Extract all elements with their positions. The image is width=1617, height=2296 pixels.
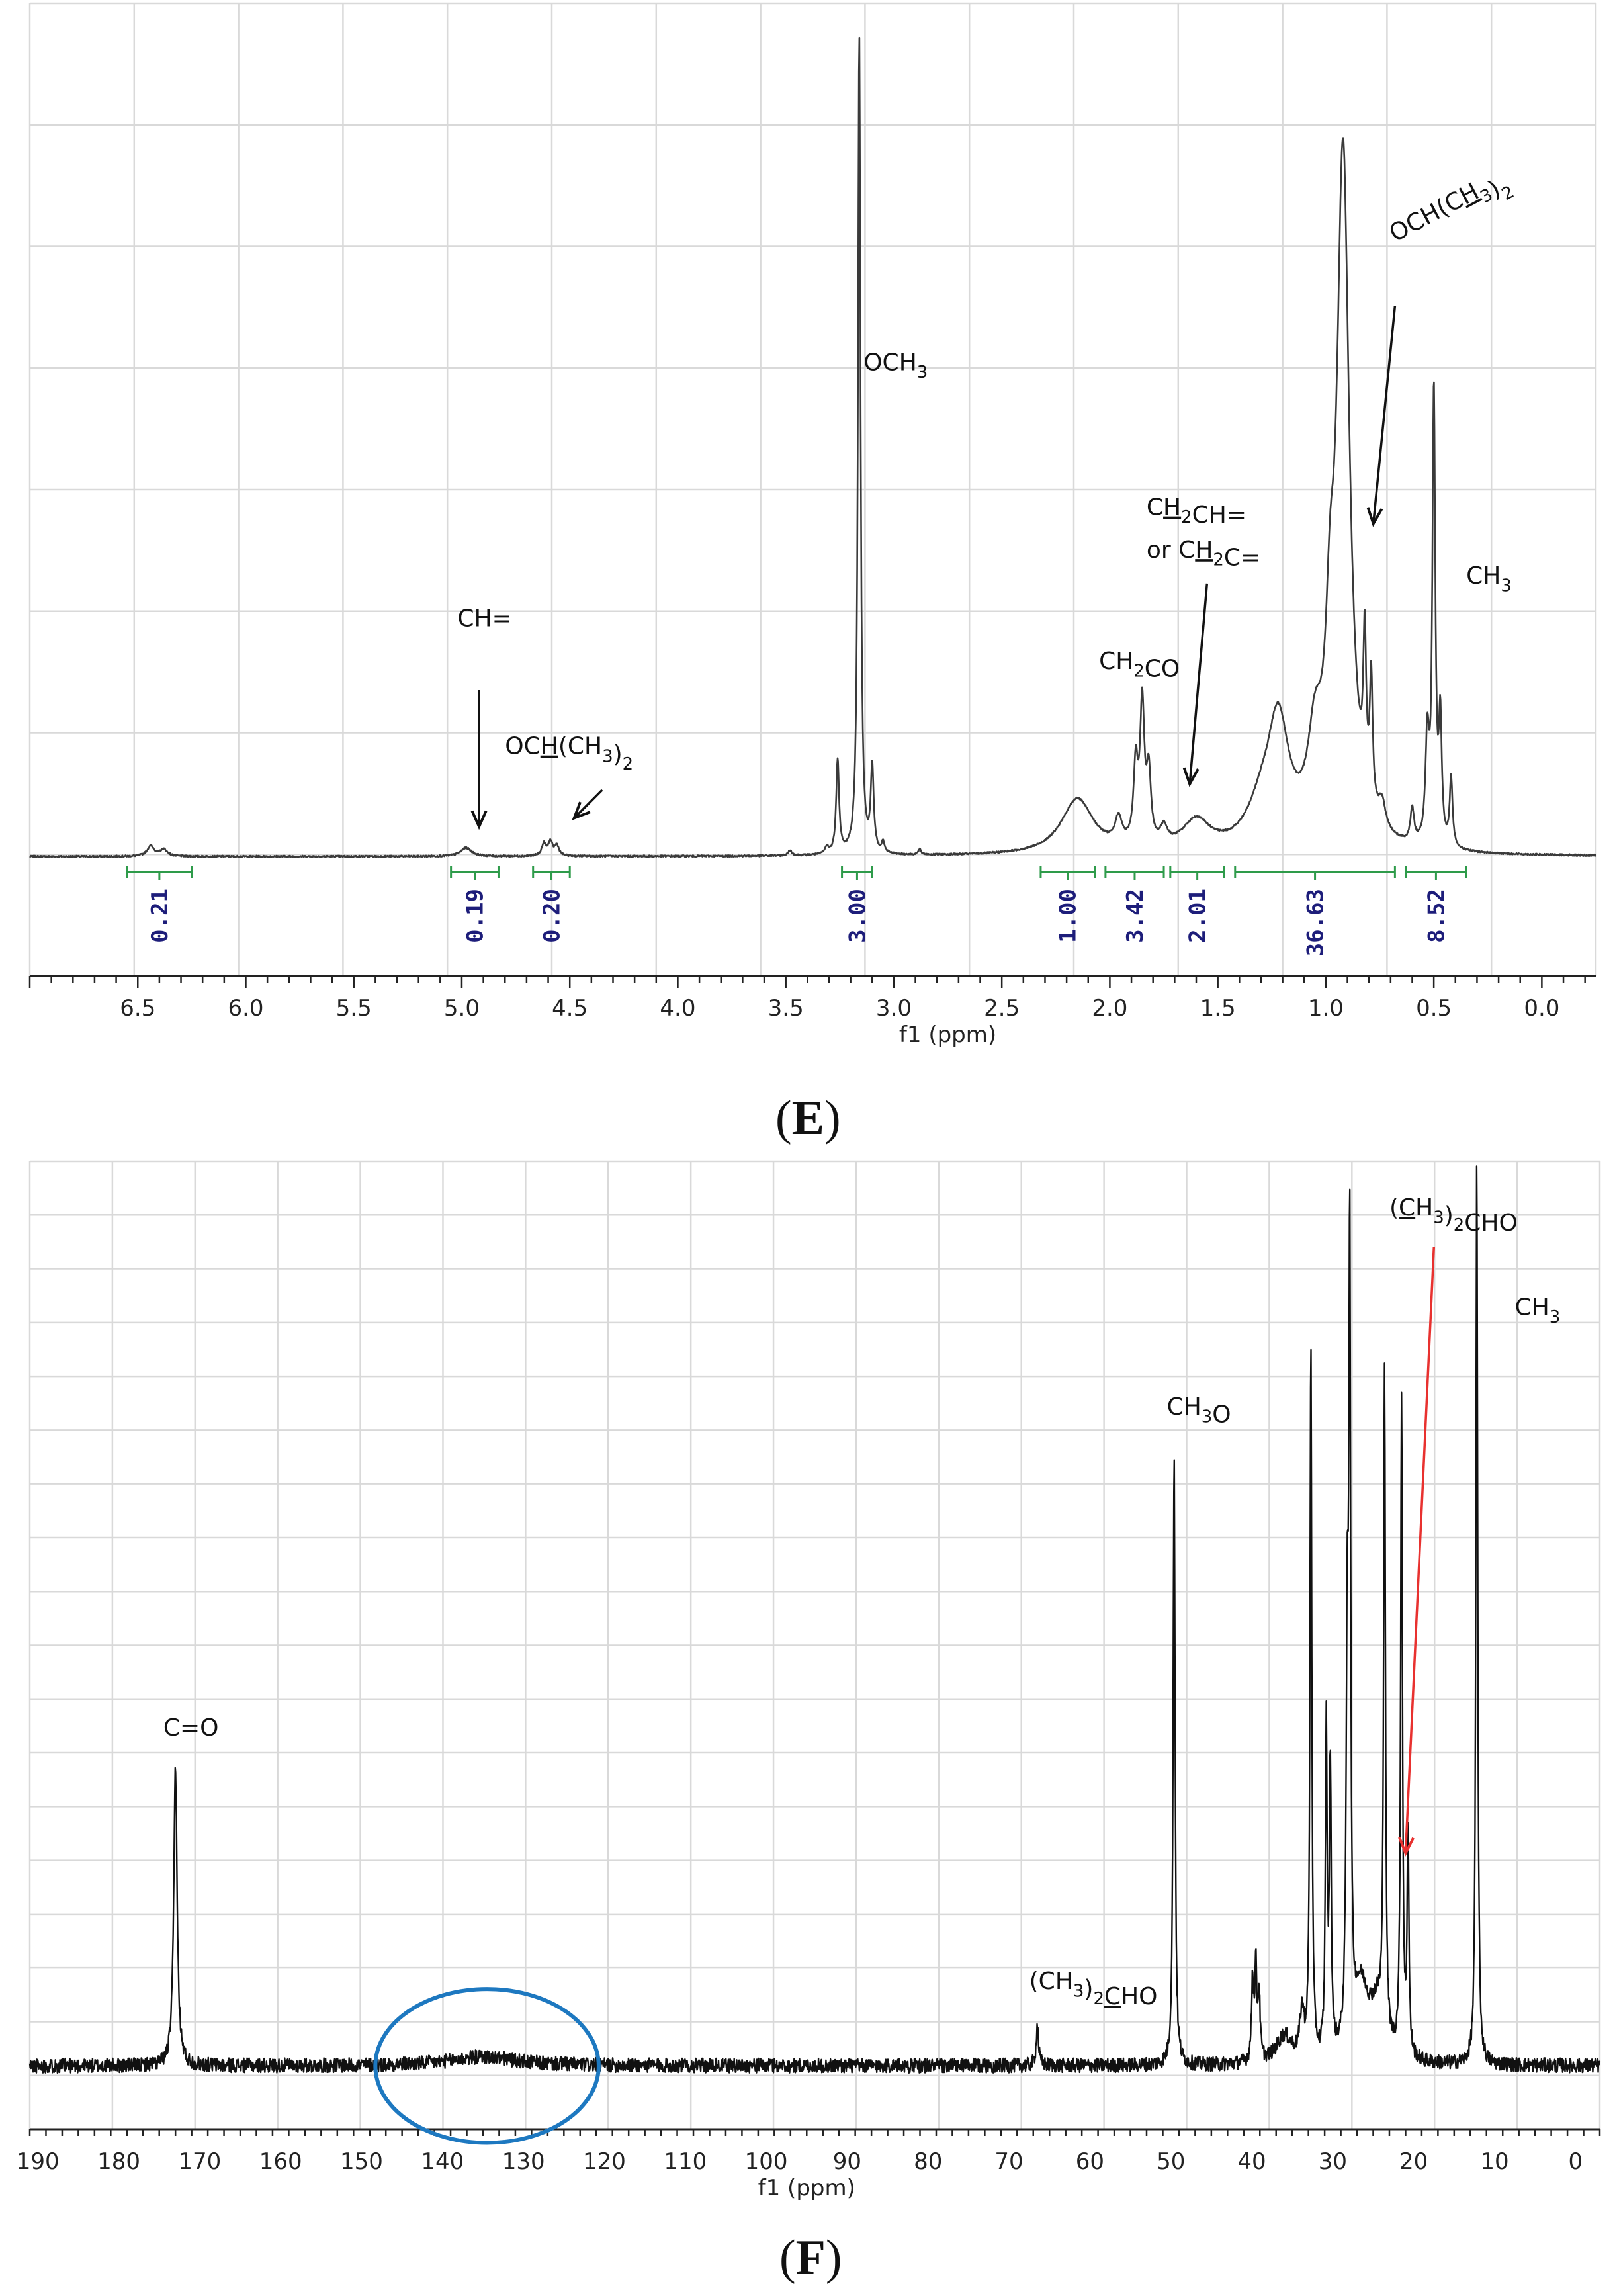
x-tick-label: 20 [1399, 2148, 1428, 2175]
x-tick-label: 6.0 [228, 995, 263, 1022]
integral: 3.00 [841, 866, 873, 943]
x-tick-label: 0.0 [1524, 995, 1559, 1022]
x-tick-label: 150 [340, 2148, 383, 2175]
x-tick-label: 3.0 [876, 995, 912, 1022]
red-annotation-arrow [1404, 1247, 1435, 1854]
integral: 2.01 [1169, 866, 1225, 943]
x-tick-label: 10 [1480, 2148, 1508, 2175]
integral: 1.00 [1039, 866, 1096, 943]
peak-label-ch3: CH3 [1466, 562, 1512, 596]
x-tick-label: 4.0 [660, 995, 695, 1022]
integral-value: 1.00 [1055, 889, 1082, 943]
spectrum-trace [28, 1165, 1601, 2074]
x-tick-label: 100 [745, 2148, 788, 2175]
annotation-arrow [573, 789, 603, 819]
x-axis-ticks [28, 2129, 1601, 2136]
x-tick-label: 40 [1237, 2148, 1266, 2175]
integral-value: 2.01 [1185, 889, 1211, 943]
x-tick-label: 3.5 [768, 995, 804, 1022]
x-tick-label: 5.0 [444, 995, 480, 1022]
panel-label-e: (E) [775, 1091, 841, 1145]
x-tick-label: 30 [1319, 2148, 1347, 2175]
integral: 8.52 [1405, 866, 1467, 943]
x-tick-label: 190 [17, 2148, 60, 2175]
grid [28, 1160, 1601, 2131]
x-tick-label: 80 [914, 2148, 942, 2175]
x-tick-label: 60 [1076, 2148, 1104, 2175]
peak-label-ch3-f: CH3 [1515, 1294, 1561, 1327]
annotation-arrowhead [1182, 767, 1200, 787]
x-tick-label: 2.0 [1092, 995, 1127, 1022]
peak-label-or-ch2c: or CH2C= [1147, 537, 1260, 572]
x-tick-label: 6.5 [120, 995, 155, 1022]
x-tick-label: 1.5 [1200, 995, 1236, 1022]
red-arrowhead [1398, 1837, 1415, 1857]
x-tick-label: 90 [833, 2148, 861, 2175]
annotation-arrowhead [1366, 507, 1383, 527]
x-tick-label: 0.5 [1416, 995, 1452, 1022]
peak-label-ch3-2cho-c: (CH3)2CHO [1029, 1968, 1158, 2010]
x-tick-label: 5.5 [336, 995, 372, 1022]
x-tick-label: 140 [421, 2148, 464, 2175]
peak-label-ch3-2cho-top: (CH3)2CHO [1389, 1194, 1518, 1237]
highlight-ellipse [373, 1987, 601, 2145]
integral-value: 0.19 [462, 889, 489, 943]
x-tick-label: 180 [97, 2148, 140, 2175]
peak-label-c-eq-o: C=O [163, 1714, 219, 1742]
peak-marks [175, 1160, 1477, 2057]
integral-value: 3.42 [1122, 889, 1149, 943]
x-tick-label: 120 [583, 2148, 626, 2175]
annotation-arrow [1188, 583, 1209, 785]
peak-label-ch2ch: CH2CH= [1147, 494, 1246, 529]
x-tick-label: 110 [664, 2148, 707, 2175]
x-tick-label: 1.0 [1308, 995, 1344, 1022]
integral-value: 0.21 [147, 889, 173, 943]
grid [28, 2, 1597, 977]
peak-label-ch3o: CH3O [1167, 1393, 1231, 1429]
c-nmr-spectrum: 190 180 170 160 150 140 130 120 110 100 90 80 70 60 50… [17, 1160, 1601, 2201]
peak-marks [151, 34, 1452, 850]
panel-label-f: (F) [779, 2230, 842, 2285]
peak-label-ch2co: CH2CO [1099, 648, 1180, 683]
x-axis-label: f1 (ppm) [899, 1022, 996, 1048]
integral-value: 3.00 [844, 889, 871, 943]
integral: 0.21 [126, 866, 193, 943]
h-nmr-spectrum: 6.5 6.0 5.5 5.0 4.5 4.0 3.5 3.0 2.5 2.0 1.5 1.0 0.5 0… [28, 2, 1597, 1048]
x-tick-label: 160 [259, 2148, 302, 2175]
integral-value: 36.63 [1303, 889, 1329, 956]
x-tick-label: 170 [178, 2148, 221, 2175]
x-tick-label: 50 [1157, 2148, 1185, 2175]
x-tick-label: 4.5 [552, 995, 588, 1022]
x-axis-ticks [28, 976, 1586, 988]
integral: 0.20 [532, 866, 571, 943]
spectrum-trace [29, 36, 1597, 858]
peak-label-och-ch3-2: OCH(CH3)2 [1385, 163, 1517, 260]
integral-value: 8.52 [1423, 889, 1450, 943]
annotation-arrowhead [572, 801, 591, 820]
peak-label-och-ch3-2-h: OCH(CH3)2 [505, 733, 633, 774]
x-tick-label: 0 [1568, 2148, 1583, 2175]
integral: 3.42 [1104, 866, 1165, 943]
annotation-arrowhead [470, 810, 488, 830]
annotation-arrow [1372, 306, 1397, 524]
integral: 0.19 [450, 866, 500, 943]
peak-label-och3: OCH3 [863, 349, 928, 382]
x-axis-label: f1 (ppm) [758, 2175, 855, 2201]
integral-value: 0.20 [539, 889, 565, 943]
x-tick-label: 70 [994, 2148, 1023, 2175]
peak-label-ch-eq: CH= [457, 605, 511, 632]
x-tick-label: 2.5 [984, 995, 1020, 1022]
integral: 36.63 [1234, 866, 1396, 956]
x-tick-label: 130 [502, 2148, 545, 2175]
